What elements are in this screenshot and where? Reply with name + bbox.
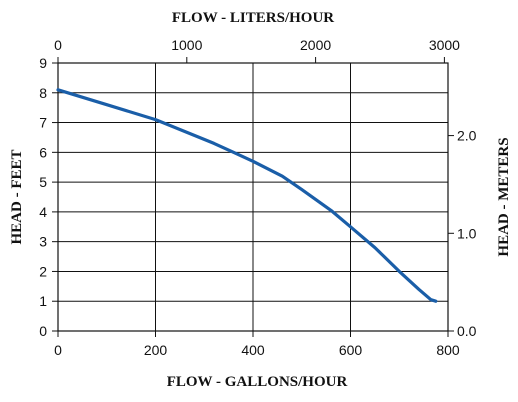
x-bottom-tick-label: 0: [54, 342, 62, 358]
y-left-tick-label: 5: [39, 174, 47, 190]
y-left-tick-label: 2: [39, 263, 47, 279]
x-top-axis-title: FLOW - LITERS/HOUR: [172, 10, 334, 26]
x-top-tick-label: 3000: [429, 37, 460, 53]
head-flow-curve: [56, 88, 438, 303]
y-left-tick-label: 6: [39, 144, 47, 160]
ticks: 0 200 400 600 800 0 1000 2000 3000 0 1 2 3 4 5 6 7 8 9 0.0 1…: [39, 37, 476, 358]
x-bottom-tick-label: 200: [144, 342, 168, 358]
gridlines: [58, 63, 448, 331]
x-top-tick-label: 0: [54, 37, 62, 53]
x-top-tick-label: 2000: [300, 37, 331, 53]
y-right-axis-title: HEAD - METERS: [496, 137, 512, 256]
x-bottom-axis-title: FLOW - GALLONS/HOUR: [167, 374, 348, 390]
x-top-tick-label: 1000: [171, 37, 202, 53]
x-bottom-tick-label: 400: [241, 342, 265, 358]
y-left-tick-label: 8: [39, 85, 47, 101]
y-left-tick-label: 9: [39, 55, 47, 71]
y-right-tick-label: 1.0: [457, 225, 477, 241]
y-right-tick-label: 0.0: [457, 323, 477, 339]
y-left-tick-label: 7: [39, 115, 47, 131]
y-right-tick-label: 2.0: [457, 128, 477, 144]
series-group: [56, 88, 438, 303]
y-left-tick-label: 4: [39, 204, 47, 220]
y-left-tick-label: 3: [39, 234, 47, 250]
x-bottom-tick-label: 600: [339, 342, 363, 358]
y-left-axis-title: HEAD - FEET: [9, 149, 25, 244]
x-bottom-tick-label: 800: [436, 342, 460, 358]
y-left-tick-label: 1: [39, 293, 47, 309]
y-left-tick-label: 0: [39, 323, 47, 339]
